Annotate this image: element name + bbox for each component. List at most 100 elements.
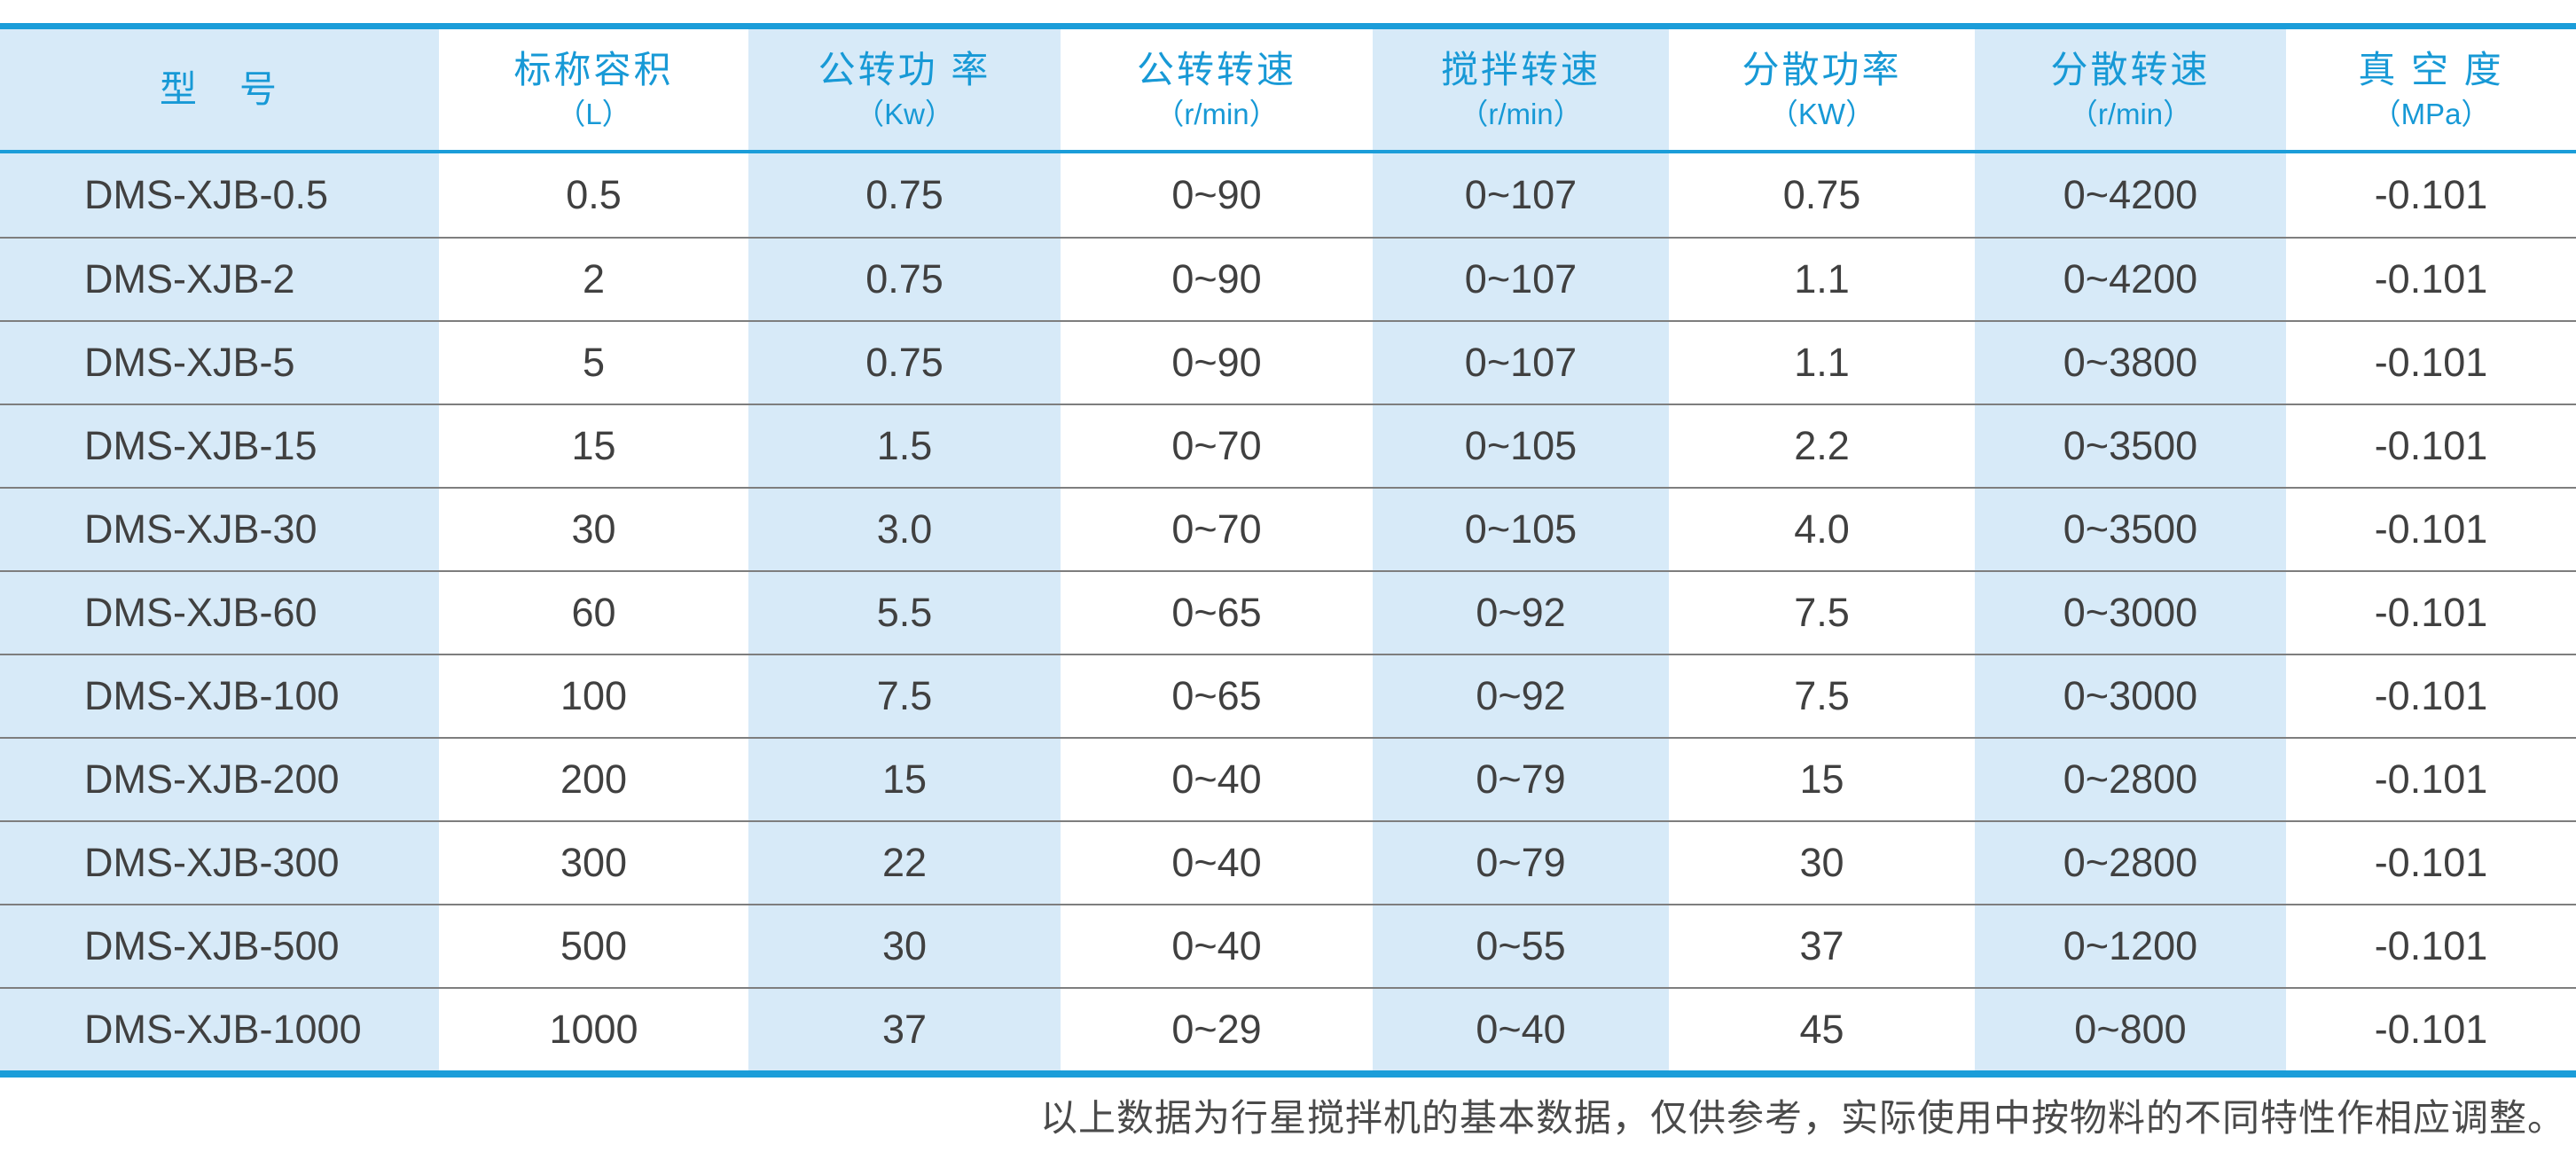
value-cell-revolution-power: 15 — [748, 739, 1061, 820]
value-cell-dispersion-power: 1.1 — [1794, 256, 1850, 302]
value-cell-stirring-speed: 0~105 — [1373, 489, 1669, 570]
model-cell: DMS-XJB-300 — [0, 822, 439, 904]
value-cell-vacuum-degree: -0.101 — [2374, 172, 2488, 217]
column-label: 型 号 — [159, 68, 279, 110]
value-cell-revolution-speed: 0~70 — [1171, 506, 1262, 552]
value-cell-revolution-power: 30 — [748, 905, 1061, 987]
value-cell-stirring-speed: 0~107 — [1373, 153, 1669, 237]
value-cell-nominal-volume: 30 — [571, 506, 616, 552]
header-cell: 分散功率 （KW） — [1669, 29, 1975, 150]
header-cell: 搅拌转速 （r/min） — [1373, 29, 1669, 150]
model-cell: DMS-XJB-0.5 — [0, 153, 439, 237]
value-cell-revolution-speed: 0~40 — [1171, 840, 1262, 885]
value-cell-revolution-power: 1.5 — [748, 405, 1061, 487]
value-cell-stirring-speed: 0~107 — [1373, 322, 1669, 404]
value-cell-dispersion-speed: 0~2800 — [1975, 739, 2286, 820]
value-cell-nominal-volume: 1000 — [549, 1007, 638, 1052]
value-cell-revolution-power: 0.75 — [748, 322, 1061, 404]
value-cell-vacuum-degree: -0.101 — [2374, 673, 2488, 718]
column-unit: （Kw） — [855, 97, 954, 130]
value-cell-dispersion-power: 37 — [1799, 923, 1844, 968]
table-row: DMS-XJB-300 300 22 0~40 0~79 30 0~2800 -… — [0, 820, 2576, 904]
column-label: 真 空 度 — [2358, 48, 2504, 90]
mixer-spec-table: 型 号 标称容积 （L） 公转功 率 （Kw） 公转转速 （r/min） 搅拌转… — [0, 23, 2576, 1078]
header-cell: 标称容积 （L） — [439, 29, 748, 150]
value-cell-revolution-speed: 0~40 — [1171, 756, 1262, 802]
top-margin — [0, 0, 2576, 23]
header-cell: 分散转速 （r/min） — [1975, 29, 2286, 150]
table-row: DMS-XJB-2 2 0.75 0~90 0~107 1.1 0~4200 -… — [0, 237, 2576, 320]
value-cell-dispersion-speed: 0~3000 — [1975, 655, 2286, 737]
table-row: DMS-XJB-500 500 30 0~40 0~55 37 0~1200 -… — [0, 904, 2576, 987]
model-cell: DMS-XJB-30 — [0, 489, 439, 570]
model-cell: DMS-XJB-5 — [0, 322, 439, 404]
header-cell: 真 空 度 （MPa） — [2286, 29, 2576, 150]
value-cell-stirring-speed: 0~107 — [1373, 239, 1669, 320]
value-cell-dispersion-power: 1.1 — [1794, 340, 1850, 385]
column-unit: （r/min） — [1459, 97, 1583, 130]
column-label: 公转功 率 — [818, 48, 991, 90]
column-label: 分散转速 — [2050, 48, 2211, 90]
model-cell: DMS-XJB-15 — [0, 405, 439, 487]
table-row: DMS-XJB-60 60 5.5 0~65 0~92 7.5 0~3000 -… — [0, 570, 2576, 654]
value-cell-dispersion-speed: 0~3500 — [1975, 489, 2286, 570]
value-cell-dispersion-speed: 0~800 — [1975, 989, 2286, 1070]
column-unit: （r/min） — [2068, 97, 2193, 130]
table-row: DMS-XJB-0.5 0.5 0.75 0~90 0~107 0.75 0~4… — [0, 153, 2576, 237]
value-cell-nominal-volume: 500 — [560, 923, 628, 968]
column-unit: （L） — [556, 97, 631, 130]
value-cell-stirring-speed: 0~55 — [1373, 905, 1669, 987]
column-unit: （r/min） — [1155, 97, 1279, 130]
value-cell-dispersion-speed: 0~4200 — [1975, 153, 2286, 237]
value-cell-dispersion-speed: 0~4200 — [1975, 239, 2286, 320]
value-cell-vacuum-degree: -0.101 — [2374, 923, 2488, 968]
footer-note: 以上数据为行星搅拌机的基本数据，仅供参考，实际使用中按物料的不同特性作相应调整。 — [1039, 1095, 2565, 1140]
column-unit: （KW） — [1768, 97, 1875, 130]
value-cell-nominal-volume: 5 — [582, 340, 606, 385]
column-label: 分散功率 — [1742, 48, 1902, 90]
value-cell-dispersion-power: 7.5 — [1794, 673, 1850, 718]
value-cell-dispersion-speed: 0~1200 — [1975, 905, 2286, 987]
value-cell-revolution-speed: 0~29 — [1171, 1007, 1262, 1052]
value-cell-vacuum-degree: -0.101 — [2374, 840, 2488, 885]
table-header-row: 型 号 标称容积 （L） 公转功 率 （Kw） 公转转速 （r/min） 搅拌转… — [0, 29, 2576, 153]
column-unit: （MPa） — [2371, 97, 2491, 130]
value-cell-dispersion-speed: 0~3500 — [1975, 405, 2286, 487]
value-cell-revolution-speed: 0~65 — [1171, 673, 1262, 718]
value-cell-vacuum-degree: -0.101 — [2374, 256, 2488, 302]
value-cell-dispersion-power: 7.5 — [1794, 590, 1850, 635]
value-cell-vacuum-degree: -0.101 — [2374, 506, 2488, 552]
table-row: DMS-XJB-1000 1000 37 0~29 0~40 45 0~800 … — [0, 987, 2576, 1070]
table-body: DMS-XJB-0.5 0.5 0.75 0~90 0~107 0.75 0~4… — [0, 153, 2576, 1070]
value-cell-revolution-speed: 0~90 — [1171, 340, 1262, 385]
model-cell: DMS-XJB-200 — [0, 739, 439, 820]
value-cell-stirring-speed: 0~92 — [1373, 655, 1669, 737]
value-cell-nominal-volume: 15 — [571, 423, 616, 468]
value-cell-revolution-speed: 0~65 — [1171, 590, 1262, 635]
model-cell: DMS-XJB-2 — [0, 239, 439, 320]
value-cell-dispersion-power: 0.75 — [1782, 172, 1861, 217]
column-label: 标称容积 — [513, 48, 674, 90]
model-cell: DMS-XJB-500 — [0, 905, 439, 987]
value-cell-nominal-volume: 300 — [560, 840, 628, 885]
table-row: DMS-XJB-5 5 0.75 0~90 0~107 1.1 0~3800 -… — [0, 320, 2576, 404]
value-cell-revolution-power: 22 — [748, 822, 1061, 904]
value-cell-revolution-speed: 0~70 — [1171, 423, 1262, 468]
header-cell: 型 号 — [0, 29, 439, 150]
value-cell-stirring-speed: 0~79 — [1373, 822, 1669, 904]
value-cell-stirring-speed: 0~92 — [1373, 572, 1669, 654]
value-cell-revolution-power: 0.75 — [748, 239, 1061, 320]
value-cell-nominal-volume: 2 — [582, 256, 606, 302]
table-row: DMS-XJB-30 30 3.0 0~70 0~105 4.0 0~3500 … — [0, 487, 2576, 570]
value-cell-dispersion-speed: 0~3000 — [1975, 572, 2286, 654]
value-cell-dispersion-speed: 0~2800 — [1975, 822, 2286, 904]
value-cell-vacuum-degree: -0.101 — [2374, 423, 2488, 468]
value-cell-revolution-power: 5.5 — [748, 572, 1061, 654]
column-label: 搅拌转速 — [1440, 48, 1601, 90]
value-cell-vacuum-degree: -0.101 — [2374, 590, 2488, 635]
value-cell-nominal-volume: 60 — [571, 590, 616, 635]
value-cell-stirring-speed: 0~79 — [1373, 739, 1669, 820]
value-cell-revolution-speed: 0~40 — [1171, 923, 1262, 968]
value-cell-dispersion-speed: 0~3800 — [1975, 322, 2286, 404]
